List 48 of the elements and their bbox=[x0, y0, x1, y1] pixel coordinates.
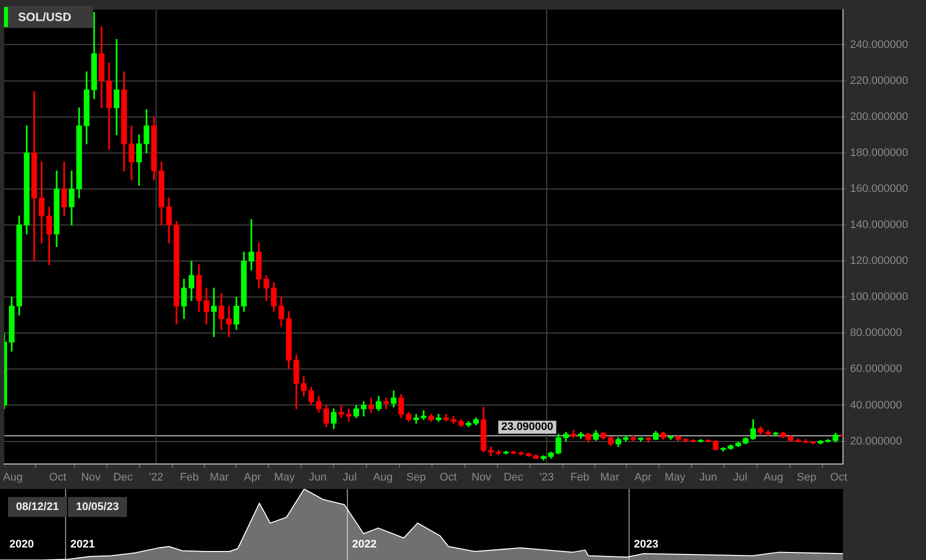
x-tick-label: 2020 bbox=[9, 538, 34, 551]
x-tick-label: 2023 bbox=[634, 538, 658, 551]
x-tick-label: Jun bbox=[308, 471, 327, 484]
x-tick-label: Sep bbox=[406, 471, 426, 484]
annotation: 10/05/23 bbox=[68, 497, 127, 517]
x-tick-label: Aug bbox=[764, 471, 784, 484]
y-tick-label: 40.000000 bbox=[850, 399, 902, 412]
x-tick-label: Oct bbox=[830, 471, 848, 484]
x-tick-label: Feb bbox=[180, 471, 199, 484]
x-tick-label: Aug bbox=[2, 471, 23, 484]
x-tick-label: Apr bbox=[634, 471, 652, 484]
x-tick-label: '23 bbox=[539, 471, 554, 484]
x-tick-label: Nov bbox=[81, 471, 102, 484]
x-tick-label: Oct bbox=[49, 471, 66, 484]
x-tick-label: Jul bbox=[342, 471, 357, 484]
x-tick-label: Jun bbox=[699, 471, 718, 484]
y-tick-label: 60.000000 bbox=[850, 363, 902, 376]
x-tick-label: Apr bbox=[244, 471, 262, 484]
y-tick-label: 240.000000 bbox=[850, 38, 908, 51]
y-tick-label: 100.000000 bbox=[850, 291, 908, 304]
y-tick-label: 180.000000 bbox=[850, 146, 908, 159]
x-tick-label: Mar bbox=[600, 471, 620, 484]
y-tick-label: 120.000000 bbox=[850, 255, 908, 268]
x-tick-label: May bbox=[664, 471, 686, 484]
y-tick-label: 140.000000 bbox=[850, 219, 908, 232]
y-tick-label: 200.000000 bbox=[850, 110, 908, 123]
annotation: 08/12/21 bbox=[8, 497, 67, 517]
x-tick-label: May bbox=[274, 471, 296, 484]
x-tick-label: Jul bbox=[733, 471, 748, 484]
x-tick-label: Dec bbox=[113, 471, 134, 484]
x-tick-label: Dec bbox=[504, 471, 524, 484]
legend-label: SOL/USD bbox=[18, 10, 72, 24]
x-tick-label: 2021 bbox=[70, 538, 95, 551]
x-tick-label: Feb bbox=[570, 471, 590, 484]
x-tick-label: Mar bbox=[210, 471, 230, 484]
x-tick-label: Aug bbox=[373, 471, 393, 484]
x-tick-label: Oct bbox=[440, 471, 457, 484]
ref-line-label: 23.090000 bbox=[501, 421, 554, 434]
x-tick-label: '22 bbox=[148, 471, 164, 484]
y-tick-label: 160.000000 bbox=[850, 182, 908, 195]
x-tick-label: Sep bbox=[796, 471, 816, 484]
candlestick bbox=[211, 288, 217, 338]
x-tick-label: Nov bbox=[472, 471, 492, 484]
y-tick-label: 80.000000 bbox=[850, 327, 902, 340]
y-tick-label: 220.000000 bbox=[850, 74, 908, 87]
y-tick-label: 20.000000 bbox=[850, 435, 902, 448]
x-tick-label: 2022 bbox=[352, 538, 377, 551]
candlestick bbox=[114, 39, 120, 136]
